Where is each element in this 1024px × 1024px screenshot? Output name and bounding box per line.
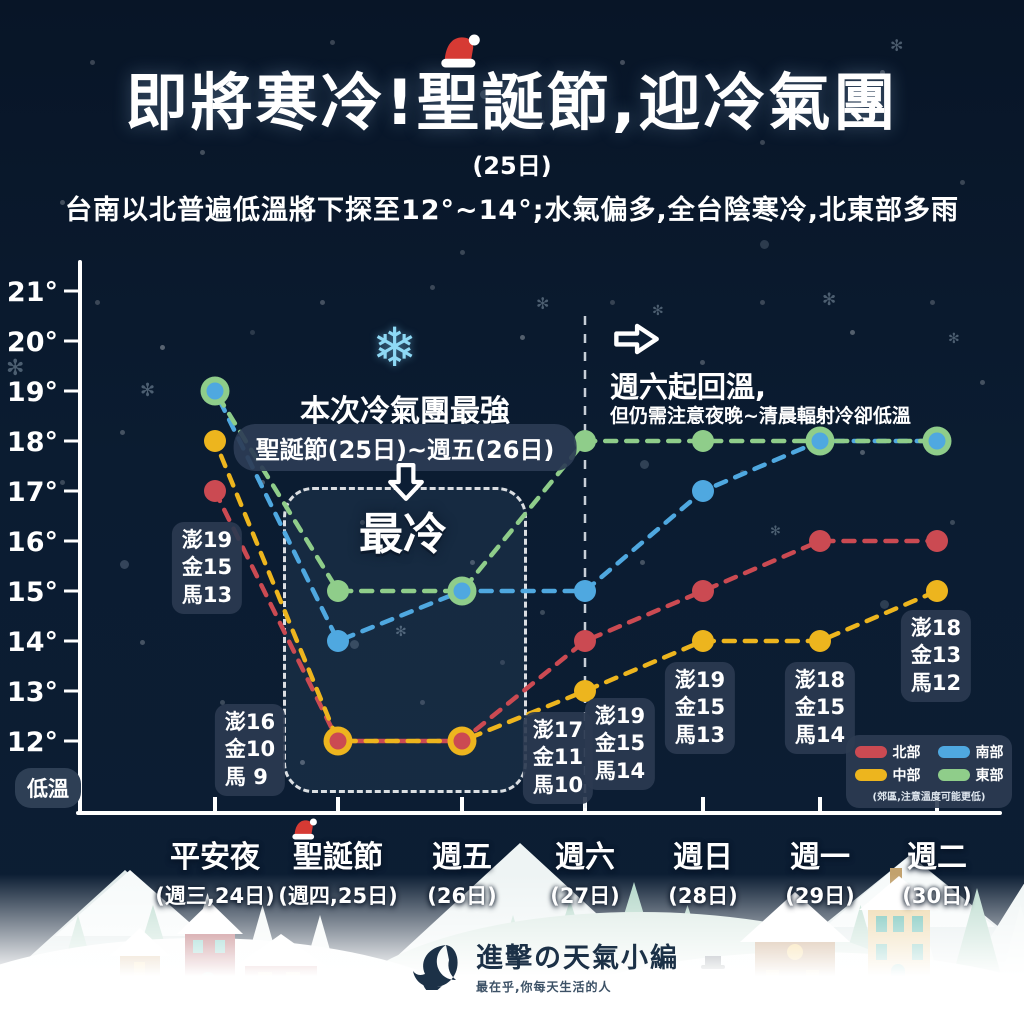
temp-point — [574, 680, 596, 702]
island-temp-label: 澎19 金15 馬13 — [664, 662, 736, 754]
temp-point — [692, 580, 714, 602]
footer-brand: 進擊の天氣小編 最在乎,你每天生活的人 — [412, 936, 679, 995]
temp-point-inner — [928, 432, 946, 450]
snowflake-icon — [372, 316, 417, 379]
day-date: (28日) — [668, 884, 738, 908]
island-temp-label: 澎17 金11 馬10 — [522, 712, 594, 804]
temp-point — [574, 580, 596, 602]
santa-hat-icon — [292, 818, 317, 840]
cold-annotation-title: 本次冷氣團最強 — [300, 394, 510, 429]
arrow-right-icon — [614, 323, 659, 355]
temp-point — [327, 580, 349, 602]
y-tick-label: 19° — [7, 377, 58, 408]
temp-point — [204, 480, 226, 502]
island-temp-label: 澎19 金15 馬13 — [171, 522, 243, 614]
day-name: 週二 — [906, 840, 967, 875]
subtitle: 台南以北普遍低溫將下探至12°~14°;水氣偏多,全台陰寒冷,北東部多雨 — [64, 195, 960, 226]
legend-grid: 北部 南部中部 東部 — [846, 742, 1012, 785]
day-name: 週一 — [789, 840, 850, 875]
temp-point-inner — [453, 582, 471, 600]
legend-item-東部: 東部 — [929, 765, 1012, 785]
legend-item-北部: 北部 — [846, 742, 929, 762]
legend-color-pill — [937, 746, 970, 758]
y-tick-label: 16° — [7, 527, 58, 558]
day-name: 週六 — [554, 840, 615, 875]
temp-point — [809, 630, 831, 652]
island-temp-label: 澎19 金15 馬14 — [584, 698, 656, 790]
warmup-annotation-line1: 週六起回溫, — [610, 370, 767, 404]
coldest-label: 最冷 — [359, 509, 447, 560]
temp-point — [574, 430, 596, 452]
y-tick-label: 13° — [7, 677, 58, 708]
day-label: 週六 (27日) — [550, 832, 619, 910]
axes — [76, 260, 1002, 815]
day-name: 週日 — [672, 840, 733, 875]
y-tick-label: 17° — [7, 477, 58, 508]
day-label: 聖誕節 (週四,25日) — [278, 818, 398, 910]
day-date: (29日) — [785, 884, 855, 908]
temp-point — [692, 480, 714, 502]
day-date: (週三,24日) — [155, 884, 275, 908]
temp-point-inner — [453, 732, 471, 750]
page-title: 即將寒冷!聖誕節,迎冷氣團 — [125, 66, 899, 139]
legend-label: 東部 — [975, 768, 1004, 784]
temp-point — [926, 530, 948, 552]
day-label: 週五 (26日) — [427, 832, 496, 910]
bird-logo-icon — [413, 944, 458, 990]
legend-color-pill — [937, 769, 970, 781]
legend-item-中部: 中部 — [846, 765, 929, 785]
day-name: 平安夜 — [170, 840, 260, 875]
warmup-annotation-line2: 但仍需注意夜晚~清晨輻射冷卻低溫 — [610, 405, 911, 427]
y-tick-label: 20° — [7, 327, 58, 358]
legend-label: 北部 — [892, 745, 921, 761]
legend-color-pill — [854, 769, 887, 781]
arrow-down-icon — [388, 463, 424, 501]
temp-point — [327, 630, 349, 652]
temp-point — [809, 530, 831, 552]
temp-point-inner — [811, 432, 829, 450]
temp-point — [204, 430, 226, 452]
y-tick-label: 15° — [7, 577, 58, 608]
footer-brand-name: 進擊の天氣小編 — [476, 943, 679, 974]
temp-point — [574, 630, 596, 652]
title-date: (25日) — [472, 152, 552, 180]
day-label: 平安夜 (週三,24日) — [155, 832, 274, 910]
island-temp-label: 澎18 金13 馬12 — [900, 610, 972, 702]
day-label: 週二 (30日) — [902, 832, 971, 910]
y-tick-label: 14° — [7, 627, 58, 658]
y-tick-label: 21° — [7, 277, 58, 308]
temp-point-inner — [329, 732, 347, 750]
legend-label: 中部 — [892, 768, 921, 784]
day-date: (27日) — [550, 884, 620, 908]
day-name: 週五 — [431, 840, 492, 875]
y-tick-label: 12° — [7, 727, 58, 758]
day-date: (週四,25日) — [278, 884, 398, 908]
temp-point — [692, 630, 714, 652]
day-date: (30日) — [902, 884, 972, 908]
temp-point — [692, 430, 714, 452]
island-temp-label: 澎16 金10 馬 9 — [214, 704, 286, 796]
y-tick-label: 18° — [7, 427, 58, 458]
legend-item-南部: 南部 — [929, 742, 1012, 762]
legend-note: (郊區,注意溫度可能更低) — [872, 792, 986, 803]
day-date: (26日) — [427, 884, 497, 908]
island-temp-label: 澎18 金15 馬14 — [784, 662, 856, 754]
day-label: 週一 (29日) — [785, 832, 854, 910]
temp-point-inner — [206, 382, 224, 400]
footer-brand-tagline: 最在乎,你每天生活的人 — [476, 980, 612, 994]
legend-label: 南部 — [975, 745, 1004, 761]
legend: 北部 南部中部 東部 (郊區,注意溫度可能更低) — [846, 735, 1012, 808]
day-label: 週日 (28日) — [668, 832, 737, 910]
footer-brand-text: 進擊の天氣小編 最在乎,你每天生活的人 — [476, 936, 679, 995]
legend-color-pill — [854, 746, 887, 758]
y-axis-label-badge: 低溫 — [15, 768, 81, 808]
temp-point — [926, 580, 948, 602]
